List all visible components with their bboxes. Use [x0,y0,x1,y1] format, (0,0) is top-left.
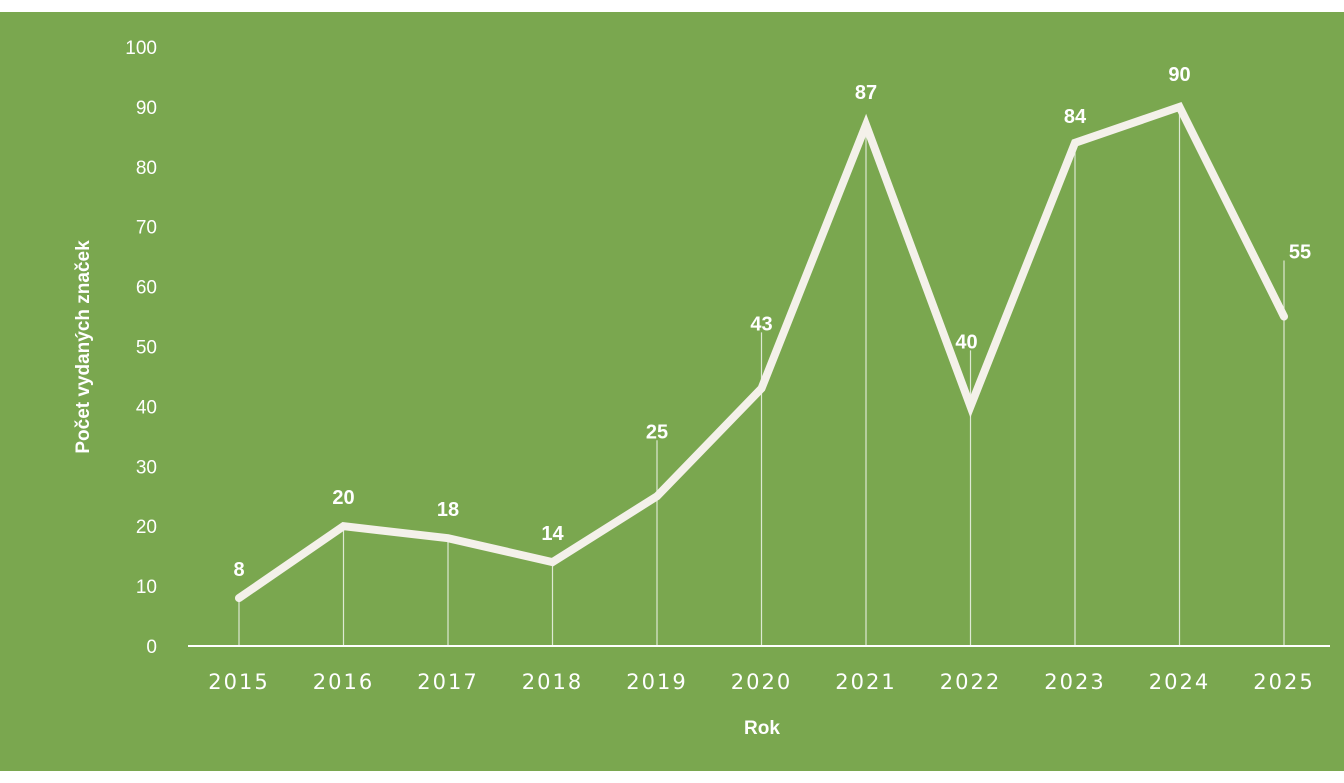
x-tick-label: 2017 [417,670,478,694]
drop-lines [238,106,1285,646]
data-label: 14 [541,523,564,545]
x-tick-label: 2018 [522,670,583,694]
y-tick-label: 70 [136,218,157,239]
series-line [235,101,1288,603]
data-label: 55 [1289,242,1311,264]
x-axis-title: Rok [744,718,780,739]
y-tick-label: 20 [136,517,157,538]
x-tick-label: 2016 [313,670,374,694]
y-tick-label: 60 [136,278,157,299]
chart-panel: 0 10 20 30 40 50 60 70 80 90 100 2015 2016 2017 2018 2… [0,12,1344,771]
data-label: 40 [955,331,977,353]
data-label: 84 [1064,106,1087,128]
data-labels: 8 20 18 14 25 43 87 40 84 90 55 [233,64,1311,581]
x-tick-label: 2025 [1253,670,1314,694]
x-tick-label: 2022 [940,670,1001,694]
data-label: 20 [332,487,354,509]
data-label: 43 [750,313,772,335]
y-tick-label: 90 [136,98,157,119]
y-tick-label: 30 [136,457,157,478]
y-tick-label: 100 [125,38,157,59]
y-tick-label: 50 [136,338,157,359]
data-label: 18 [437,499,459,521]
chart-background [0,12,1344,771]
x-tick-label: 2015 [208,670,269,694]
y-tick-label: 40 [136,397,157,418]
x-tick-label: 2021 [835,670,896,694]
y-axis-ticks: 0 10 20 30 40 50 60 70 80 90 100 [125,38,157,658]
data-label: 87 [855,82,877,104]
x-tick-label: 2020 [731,670,792,694]
x-tick-label: 2023 [1044,670,1105,694]
data-label: 8 [233,559,244,581]
x-axis-ticks: 2015 2016 2017 2018 2019 2020 2021 2022 2023 2024… [208,670,1314,694]
x-tick-label: 2019 [626,670,687,694]
y-axis-title: Počet vydaných značek [73,240,94,454]
data-label: 90 [1168,64,1190,86]
y-tick-label: 10 [136,577,157,598]
y-tick-label: 80 [136,158,157,179]
data-label: 25 [646,421,668,443]
x-tick-label: 2024 [1149,670,1210,694]
y-tick-label: 0 [146,637,157,658]
